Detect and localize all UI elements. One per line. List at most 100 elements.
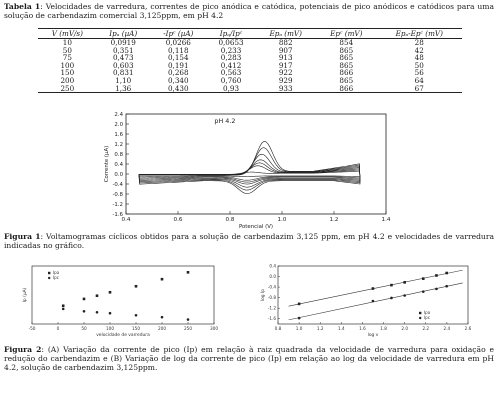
data-point-ipa — [390, 283, 393, 287]
data-point-ipa — [421, 277, 425, 280]
table-cell: 0,154 — [167, 53, 189, 63]
scatter-a-svg: -50 0 50 100 150 200 250 300 velocidade de varre… — [22, 265, 218, 338]
data-point-ipc — [134, 313, 138, 317]
data-point-ipc — [82, 309, 86, 313]
peak-current-vs-scan-rate-chart: -50 0 50 100 150 200 250 300 velocidade de varre… — [14, 262, 222, 340]
legend-label: Ipc — [53, 275, 59, 280]
table-cell: 917 — [278, 60, 293, 70]
data-point-ipc — [95, 310, 99, 314]
legend-marker — [419, 311, 422, 315]
table-cell: 250 — [38, 84, 97, 94]
data-point-ipa — [186, 271, 190, 274]
figure1-caption-text: : Voltamogramas cíclicos obtidos para a … — [4, 232, 494, 250]
table-cell: 0,0653 — [218, 38, 244, 47]
x-tick-label: 0.6 — [174, 217, 183, 223]
legend-marker — [419, 316, 422, 320]
x-tick-label: 2.2 — [422, 326, 429, 331]
y-tick-label: -1.6 — [112, 212, 123, 218]
table-cell: 0,0919 — [110, 38, 136, 47]
table-caption-label: Tabela 1 — [4, 2, 41, 11]
data-point-ipc — [61, 307, 65, 311]
table-cell: 0,760 — [220, 75, 242, 85]
legend-label: Ipa — [53, 270, 60, 275]
table-cell: 0,563 — [220, 68, 242, 78]
table-cell: 150 — [60, 68, 75, 78]
table-cell: 1,10 — [115, 75, 132, 85]
data-point-ipc — [421, 290, 425, 293]
table-cell: 929 — [278, 75, 293, 85]
data-point-ipc — [371, 299, 375, 303]
y-tick-label: -0.8 — [268, 295, 277, 300]
table-cell: 0,412 — [220, 60, 242, 70]
table-cell: 67 — [376, 84, 462, 94]
table-cell: 0,430 — [149, 84, 207, 94]
y-tick-label: -1.2 — [268, 306, 277, 311]
y-tick-label: 2.0 — [114, 122, 123, 128]
table-row: 10 0,0919 0,0266 0,0653 882 854 28 — [38, 39, 462, 47]
x-tick-label: 2.0 — [401, 326, 408, 331]
table-header-row: V (mV/s) Ipₐ (µA) -Ipᶜ (µA) Ipₐ/Ipᶜ Epₐ (mV)… — [38, 28, 462, 39]
x-tick-label: 0.8 — [275, 326, 282, 331]
table-cell: 10 — [62, 38, 72, 47]
table-row: 200 1,10 0,340 0,760 929 865 64 — [38, 77, 462, 85]
legend-label: Ipa — [424, 310, 431, 315]
x-axis-label: velocidade de varredura — [96, 332, 150, 338]
data-point-ipa — [297, 302, 301, 306]
x-tick-label: 1.2 — [317, 326, 324, 331]
legend-marker — [48, 271, 51, 275]
table-row: 150 0,831 0,268 0,563 922 866 56 — [38, 69, 462, 77]
y-tick-label: 1.2 — [114, 142, 123, 148]
data-point-ipc — [160, 315, 164, 319]
table-cell: 48 — [414, 53, 424, 63]
table-cell: 0,93 — [206, 84, 256, 94]
table-cell: 865 — [339, 45, 354, 55]
x-tick-label: 0 — [57, 326, 60, 331]
table-cell: 0,268 — [167, 68, 189, 78]
data-point-ipc — [445, 284, 448, 288]
table-cell: 0,831 — [112, 68, 134, 78]
x-axis-label: log v — [368, 332, 379, 338]
x-tick-label: 200 — [158, 326, 166, 331]
table-cell: 42 — [414, 45, 424, 55]
table-cell: 865 — [339, 75, 354, 85]
data-point-ipa — [445, 271, 448, 275]
data-point-ipa — [134, 284, 138, 288]
table-header-cell: Epₐ-Epᶜ (mV) — [376, 28, 462, 39]
table-cell: 200 — [60, 75, 75, 85]
data-point-ipc — [297, 316, 301, 320]
plot-frame — [277, 265, 469, 325]
figure1-caption-label: Figura 1 — [4, 232, 41, 241]
table-cell: 0,191 — [167, 60, 189, 70]
data-point-ipa — [82, 297, 86, 301]
y-axis-label: Corrente (µA) — [104, 146, 110, 182]
y-tick-label: 0.8 — [114, 152, 123, 158]
x-axis-label: Potencial (V) — [239, 224, 273, 230]
x-tick-label: 2.4 — [444, 326, 451, 331]
y-axis-label: Ip (µA) — [22, 287, 28, 302]
table-cell: 64 — [414, 75, 424, 85]
legend-marker — [48, 276, 51, 280]
x-tick-label: 150 — [132, 326, 140, 331]
data-point-ipa — [371, 287, 375, 290]
table-cell: 50 — [62, 45, 72, 55]
table-header-cell: Ipₐ (µA) — [96, 28, 150, 39]
y-tick-label: -0.8 — [112, 192, 123, 198]
table-cell: 0,351 — [112, 45, 134, 55]
table-header-cell: V (mV/s) — [38, 28, 97, 39]
fit-line-ipc — [288, 282, 463, 321]
plot-frame — [31, 265, 215, 325]
y-tick-label: 0.4 — [114, 162, 123, 168]
x-tick-label: -50 — [29, 326, 36, 331]
x-tick-label: 50 — [81, 326, 87, 331]
x-tick-label: 0.4 — [122, 217, 131, 223]
table-row: 75 0,473 0,154 0,283 913 865 48 — [38, 54, 462, 62]
data-point-ipc — [108, 311, 112, 315]
table-cell: 866 — [316, 84, 377, 94]
table-cell: 100 — [60, 60, 75, 70]
x-tick-label: 2.6 — [465, 326, 472, 331]
table-cell: 0,233 — [220, 45, 242, 55]
data-point-ipa — [435, 274, 438, 277]
voltammogram-svg: 2.42.01.61.20.80.40.0-0.4-0.8-1.2-1.60.4… — [104, 112, 391, 230]
table-cell: 0,283 — [220, 53, 242, 63]
table-cell: 882 — [278, 38, 293, 47]
